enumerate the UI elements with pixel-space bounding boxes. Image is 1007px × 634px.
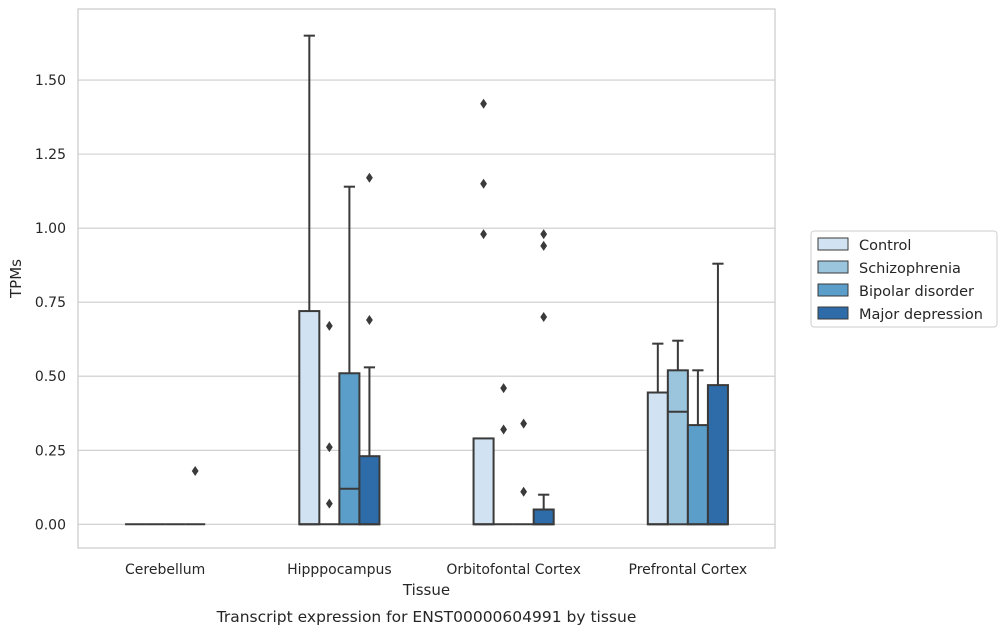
chart-caption: Transcript expression for ENST0000060499… [216, 608, 637, 626]
outlier-point [366, 172, 373, 183]
box [666, 339, 689, 526]
x-tick-label: Hipppocampus [287, 562, 392, 578]
outlier-point [480, 178, 487, 189]
y-tick-label: 1.00 [35, 221, 66, 237]
outlier-point [480, 229, 487, 240]
y-tick-label: 1.50 [35, 73, 66, 89]
box-body [338, 372, 361, 526]
y-tick-label: 0.75 [35, 295, 66, 311]
box-body [358, 455, 381, 526]
legend-swatch [817, 260, 849, 274]
legend-label: Schizophrenia [859, 261, 961, 277]
box-body [646, 391, 669, 526]
box [185, 466, 206, 526]
outlier-point [540, 229, 548, 240]
outlier-point [540, 240, 548, 251]
y-tick-labels: 0.00 0.25 0.50 0.75 1.00 1.25 1.50 [35, 73, 66, 533]
box [358, 172, 381, 526]
y-axis-title: TPMs [7, 259, 25, 299]
box [319, 320, 340, 526]
x-tick-label: Prefrontal Cortex [629, 562, 748, 578]
outlier-point [191, 466, 199, 476]
y-tick-label: 0.50 [35, 369, 66, 385]
outlier-point [500, 424, 508, 435]
box [472, 98, 495, 526]
legend-label: Control [859, 238, 911, 254]
box-body [686, 424, 709, 526]
y-tick-label: 1.25 [35, 147, 66, 163]
outlier-point [520, 486, 528, 497]
legend-swatch [817, 283, 849, 297]
box-body [532, 508, 555, 526]
legend-label: Bipolar disorder [859, 284, 974, 300]
x-tick-label: Cerebellum [125, 562, 205, 578]
box [706, 262, 729, 526]
box [493, 383, 514, 526]
outlier-point [500, 383, 508, 394]
outlier-point [325, 442, 333, 453]
legend: Control Schizophrenia Bipolar disorder Majo… [810, 230, 998, 328]
box-body [666, 369, 689, 526]
grid-lines [78, 79, 775, 525]
plot-frame [77, 8, 776, 549]
x-axis-title: Tissue [402, 581, 450, 599]
outlier-point [325, 498, 333, 509]
box-body [298, 310, 321, 526]
box [338, 185, 361, 526]
box [532, 229, 555, 526]
outlier-point [480, 98, 487, 109]
box [646, 342, 669, 526]
x-tick-labels: Cerebellum Hipppocampus Orbitofontal Corte… [125, 562, 747, 578]
outlier-point [325, 320, 333, 331]
box [686, 369, 709, 526]
legend-frame [810, 230, 998, 328]
box [298, 34, 321, 526]
boxes [125, 34, 729, 526]
y-tick-label: 0.00 [35, 517, 66, 533]
legend-swatch [817, 306, 849, 320]
legend-label: Major depression [859, 307, 983, 323]
outlier-point [520, 418, 528, 429]
y-tick-label: 0.25 [35, 443, 66, 459]
box [513, 418, 534, 526]
x-tick-label: Orbitofontal Cortex [446, 562, 581, 578]
outlier-point [540, 312, 548, 322]
box-body [472, 437, 495, 526]
outlier-point [366, 314, 373, 325]
legend-swatch [817, 237, 849, 251]
box-body [706, 384, 729, 526]
